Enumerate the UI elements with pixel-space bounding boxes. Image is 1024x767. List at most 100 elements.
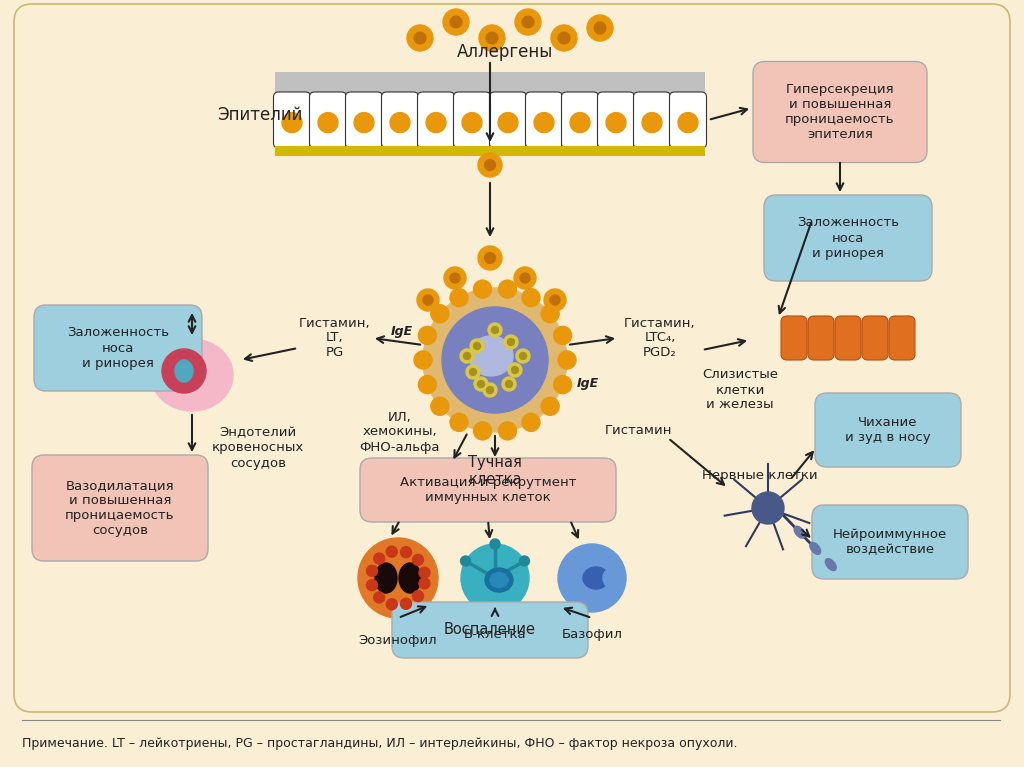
Circle shape xyxy=(423,288,567,432)
Ellipse shape xyxy=(490,572,508,588)
Circle shape xyxy=(541,397,559,415)
Circle shape xyxy=(498,113,518,133)
Circle shape xyxy=(426,113,446,133)
Circle shape xyxy=(423,295,433,305)
FancyBboxPatch shape xyxy=(382,92,419,148)
Circle shape xyxy=(499,422,516,440)
Circle shape xyxy=(450,288,468,307)
Ellipse shape xyxy=(795,526,805,538)
FancyBboxPatch shape xyxy=(525,92,562,148)
Text: Аллергены: Аллергены xyxy=(457,43,553,61)
Text: Заложенность
носа
и ринорея: Заложенность носа и ринорея xyxy=(67,327,169,370)
Circle shape xyxy=(479,25,505,51)
Ellipse shape xyxy=(603,569,617,587)
Circle shape xyxy=(318,113,338,133)
Text: Базофил: Базофил xyxy=(561,628,623,641)
FancyBboxPatch shape xyxy=(781,316,807,360)
FancyBboxPatch shape xyxy=(597,92,635,148)
Circle shape xyxy=(367,565,378,576)
Circle shape xyxy=(516,349,530,363)
Circle shape xyxy=(451,16,462,28)
Bar xyxy=(275,146,705,156)
Text: Примечание. LT – лейкотриены, PG – простагландины, ИЛ – интерлейкины, ФНО – факт: Примечание. LT – лейкотриены, PG – прост… xyxy=(22,736,737,749)
Circle shape xyxy=(486,32,498,44)
Circle shape xyxy=(413,591,424,601)
FancyBboxPatch shape xyxy=(489,92,526,148)
Circle shape xyxy=(461,556,471,566)
Text: Воспаление: Воспаление xyxy=(444,623,536,637)
Circle shape xyxy=(499,280,516,298)
Circle shape xyxy=(587,15,613,41)
Circle shape xyxy=(386,546,397,558)
Text: Гистамин,
LTC₄,
PGD₂: Гистамин, LTC₄, PGD₂ xyxy=(625,317,696,360)
FancyBboxPatch shape xyxy=(753,61,927,163)
Circle shape xyxy=(431,304,449,323)
Circle shape xyxy=(558,32,569,44)
Text: Вазодилатация
и повышенная
проницаемость
сосудов: Вазодилатация и повышенная проницаемость… xyxy=(66,479,175,537)
FancyBboxPatch shape xyxy=(360,458,616,522)
FancyBboxPatch shape xyxy=(454,92,490,148)
FancyBboxPatch shape xyxy=(670,92,707,148)
Text: Чихание
и зуд в носу: Чихание и зуд в носу xyxy=(845,416,931,444)
Circle shape xyxy=(541,304,559,323)
Circle shape xyxy=(506,380,512,387)
Circle shape xyxy=(469,368,476,376)
Ellipse shape xyxy=(175,360,193,382)
Circle shape xyxy=(490,539,500,549)
FancyBboxPatch shape xyxy=(392,602,588,658)
Circle shape xyxy=(508,338,514,345)
Circle shape xyxy=(554,327,571,344)
Circle shape xyxy=(386,599,397,610)
Text: Нейроиммунное
воздействие: Нейроиммунное воздействие xyxy=(833,528,947,556)
Circle shape xyxy=(367,580,378,591)
Circle shape xyxy=(390,113,410,133)
Circle shape xyxy=(502,377,516,391)
Circle shape xyxy=(358,538,438,618)
Circle shape xyxy=(514,267,536,289)
Ellipse shape xyxy=(375,563,397,593)
Ellipse shape xyxy=(485,568,513,592)
Circle shape xyxy=(464,353,470,360)
Circle shape xyxy=(515,9,541,35)
Text: Слизистые
клетки
и железы: Слизистые клетки и железы xyxy=(702,368,778,412)
Circle shape xyxy=(550,295,560,305)
Circle shape xyxy=(486,387,494,393)
Circle shape xyxy=(442,307,548,413)
FancyBboxPatch shape xyxy=(561,92,598,148)
FancyBboxPatch shape xyxy=(764,195,932,281)
Circle shape xyxy=(484,252,496,263)
Circle shape xyxy=(752,492,784,524)
Circle shape xyxy=(477,380,484,387)
Circle shape xyxy=(462,113,482,133)
FancyBboxPatch shape xyxy=(14,4,1010,712)
Circle shape xyxy=(606,113,626,133)
Circle shape xyxy=(450,413,468,431)
Circle shape xyxy=(492,327,499,334)
Circle shape xyxy=(354,113,374,133)
Circle shape xyxy=(544,289,566,311)
Ellipse shape xyxy=(583,567,609,589)
Circle shape xyxy=(400,547,412,558)
FancyBboxPatch shape xyxy=(808,316,834,360)
Circle shape xyxy=(522,16,534,28)
Text: Эндотелий
кровеносных
сосудов: Эндотелий кровеносных сосудов xyxy=(212,426,304,469)
Text: В-клетка: В-клетка xyxy=(464,628,526,641)
Ellipse shape xyxy=(810,542,820,555)
FancyBboxPatch shape xyxy=(835,316,861,360)
Bar xyxy=(275,72,705,94)
Circle shape xyxy=(488,323,502,337)
Text: Гистамин,
LT,
PG: Гистамин, LT, PG xyxy=(299,317,371,360)
Circle shape xyxy=(431,397,449,415)
Circle shape xyxy=(534,113,554,133)
FancyBboxPatch shape xyxy=(34,305,202,391)
Text: Нервные клетки: Нервные клетки xyxy=(702,469,818,482)
Text: IgE: IgE xyxy=(391,325,413,338)
Circle shape xyxy=(473,343,480,350)
Circle shape xyxy=(460,349,474,363)
Text: ИЛ,
хемокины,
ФНО-альфа: ИЛ, хемокины, ФНО-альфа xyxy=(359,410,440,453)
Text: Гиперсекреция
и повышенная
проницаемость
эпителия: Гиперсекреция и повышенная проницаемость… xyxy=(785,83,895,141)
FancyBboxPatch shape xyxy=(309,92,346,148)
Circle shape xyxy=(461,544,529,612)
Circle shape xyxy=(519,556,529,566)
Circle shape xyxy=(522,288,540,307)
